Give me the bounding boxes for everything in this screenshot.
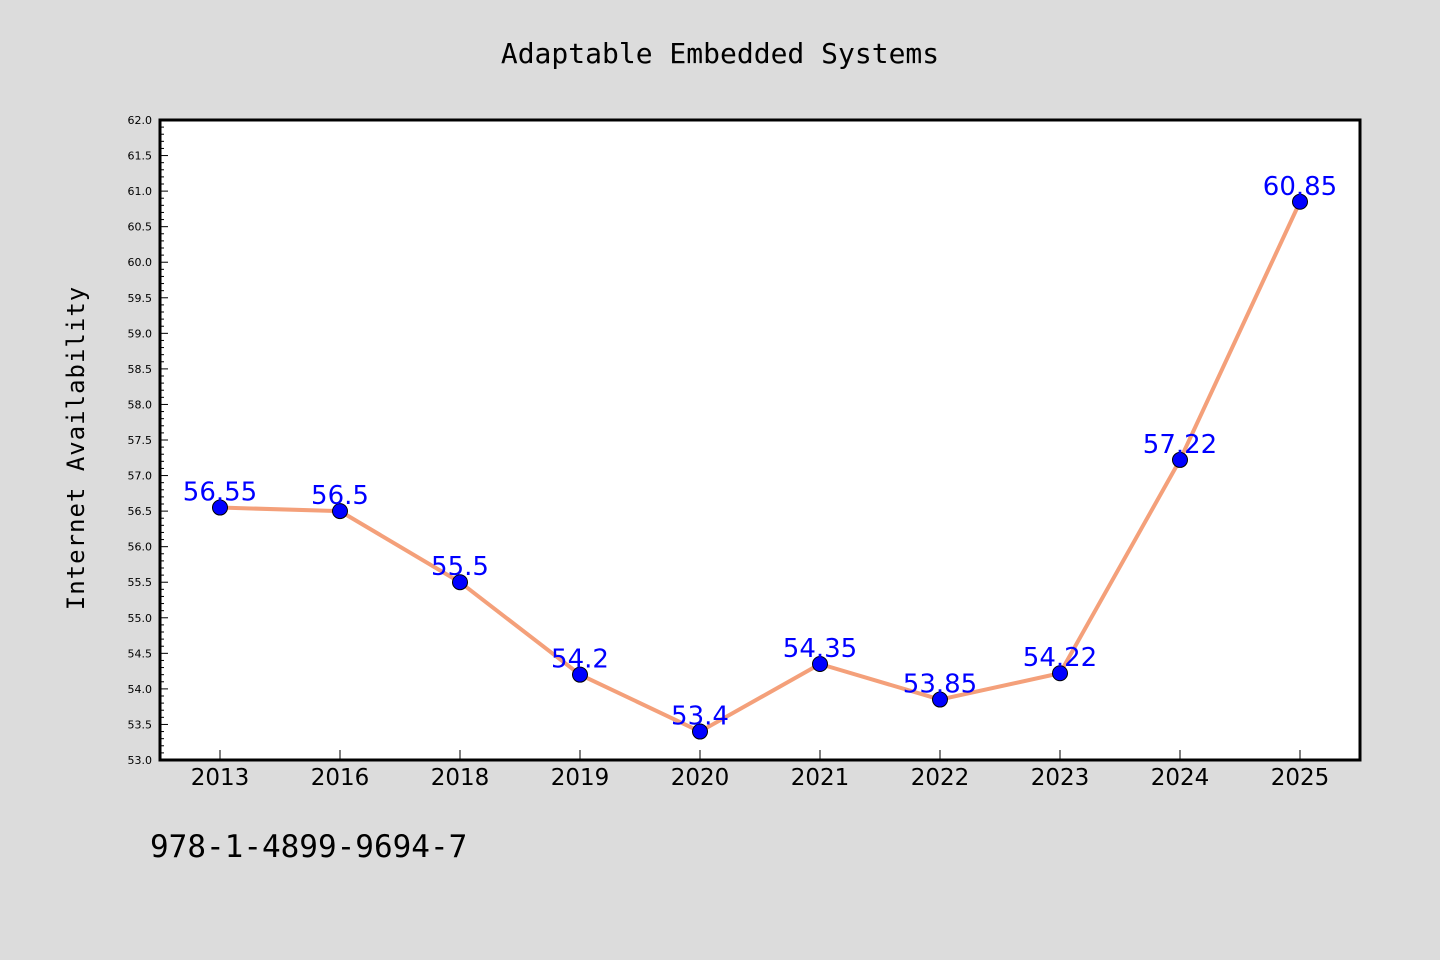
- series-line: [218, 199, 1302, 734]
- y-tick-label: 53.0: [128, 754, 153, 767]
- data-label: 56.5: [311, 481, 369, 511]
- y-axis-ticks: 53.0 53.5 54.0 54.5 55.0 55.5 56.0 56.5 57.0 57.5…: [128, 114, 168, 767]
- data-point: [452, 574, 468, 591]
- y-tick-label: 54.5: [128, 647, 153, 660]
- y-tick-label: 61.0: [128, 185, 153, 198]
- data-label: 60.85: [1263, 172, 1337, 202]
- chart-title: Adaptable Embedded Systems: [501, 37, 939, 70]
- plot-area: [158, 118, 1362, 762]
- x-tick-label: 2020: [671, 765, 730, 791]
- x-tick-label: 2021: [791, 765, 850, 791]
- y-tick-label: 55.5: [128, 576, 153, 589]
- data-label: 56.55: [183, 478, 257, 508]
- data-point: [572, 666, 588, 683]
- data-label: 53.85: [903, 670, 977, 700]
- isbn-label: 978-1-4899-9694-7: [150, 829, 468, 865]
- data-label: 54.2: [551, 645, 609, 675]
- data-point: [812, 656, 828, 672]
- y-tick-label: 60.5: [128, 221, 153, 234]
- data-point: [1172, 451, 1188, 468]
- y-tick-label: 57.0: [128, 470, 153, 483]
- y-tick-label: 54.0: [128, 683, 153, 696]
- data-label: 53.4: [671, 702, 729, 732]
- x-tick-label: 2018: [431, 765, 490, 791]
- data-point: [1292, 193, 1308, 210]
- y-tick-label: 59.0: [128, 327, 153, 340]
- y-tick-label: 59.5: [128, 292, 153, 305]
- y-axis-label: Internet Availability: [62, 286, 90, 610]
- x-tick-label: 2013: [191, 765, 250, 791]
- y-tick-label: 61.5: [128, 150, 153, 163]
- data-point: [332, 503, 348, 520]
- x-axis-ticks: 2013 2016 2018 2019 2020 2021 2022 2023 2024 2025: [191, 750, 1330, 791]
- y-tick-label: 57.5: [128, 434, 153, 447]
- data-label: 54.22: [1023, 643, 1097, 673]
- data-label: 57.22: [1143, 430, 1217, 460]
- series-group: 56.55 56.5 55.5 54.2 53.4 54.35 53.85 54.22 57.2…: [183, 172, 1337, 740]
- x-tick-label: 2019: [551, 765, 610, 791]
- y-tick-label: 58.0: [128, 398, 153, 411]
- y-tick-label: 56.5: [128, 505, 153, 518]
- y-tick-label: 58.5: [128, 363, 153, 376]
- data-point: [692, 723, 708, 740]
- x-tick-label: 2025: [1271, 765, 1330, 791]
- data-label: 55.5: [431, 552, 489, 582]
- y-tick-label: 55.0: [128, 612, 153, 625]
- y-tick-label: 62.0: [128, 114, 153, 127]
- y-tick-label: 60.0: [128, 256, 153, 269]
- x-tick-label: 2016: [311, 765, 370, 791]
- y-tick-label: 56.0: [128, 541, 153, 554]
- y-tick-label: 53.5: [128, 718, 153, 731]
- data-point: [1052, 665, 1068, 682]
- data-point: [932, 691, 948, 708]
- data-label: 54.35: [783, 634, 857, 664]
- x-tick-label: 2022: [911, 765, 970, 791]
- x-tick-label: 2023: [1031, 765, 1090, 791]
- data-point: [212, 499, 228, 516]
- x-tick-label: 2024: [1151, 765, 1210, 791]
